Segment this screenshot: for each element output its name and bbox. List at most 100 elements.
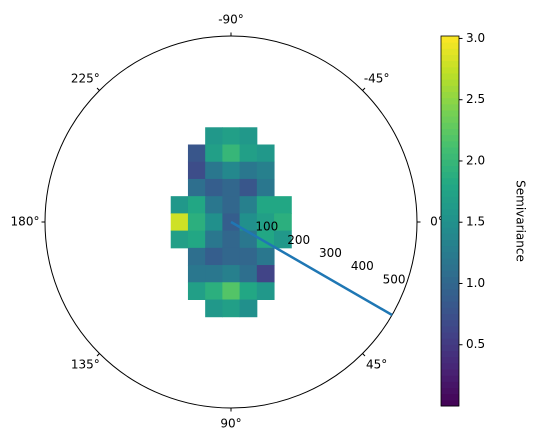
colorbar-segment <box>441 48 459 55</box>
contour-cell <box>222 178 241 197</box>
contour-cell <box>274 196 292 214</box>
theta-tick-label: 45° <box>366 357 387 371</box>
colorbar-segment <box>441 295 459 302</box>
colorbar-segment <box>441 319 459 327</box>
colorbar-segment <box>441 338 459 345</box>
colorbar-tick-label: 0.5 <box>466 337 485 351</box>
colorbar-segment <box>441 393 459 401</box>
contour-cell <box>222 282 241 300</box>
contour-cell <box>187 230 206 249</box>
contour-cell <box>187 161 206 180</box>
contour-cell <box>256 161 275 180</box>
r-tick-label: 200 <box>287 233 310 247</box>
colorbar-segment <box>441 362 459 370</box>
contour-cell <box>187 178 206 197</box>
colorbar-segment <box>441 54 459 62</box>
colorbar-segment <box>441 270 459 277</box>
contour-cell <box>239 299 258 318</box>
colorbar-tick-label: 3.0 <box>466 31 485 45</box>
contour-cell <box>205 247 223 266</box>
contour-cell <box>187 144 206 163</box>
contour-cell <box>222 265 241 283</box>
r-tick-label: 400 <box>351 259 374 273</box>
theta-tick-label: 90° <box>220 417 241 431</box>
colorbar-tick-label: 1.0 <box>466 276 485 290</box>
colorbar-segment <box>441 60 459 68</box>
contour-cell <box>222 247 241 266</box>
colorbar-segment <box>441 97 459 105</box>
colorbar-segment <box>441 313 459 321</box>
colorbar-segment <box>441 375 459 382</box>
contour-cell <box>239 282 258 300</box>
colorbar-segment <box>441 165 459 173</box>
contour-cell <box>187 213 206 232</box>
colorbar-segment <box>441 42 459 49</box>
colorbar-segment <box>441 73 459 80</box>
contour-cell <box>205 282 223 300</box>
colorbar-segment <box>441 122 459 129</box>
direction-line <box>230 220 393 317</box>
contour-cell <box>205 196 223 214</box>
contour-cell <box>205 213 223 232</box>
colorbar-segment <box>441 85 459 92</box>
colorbar-segment <box>441 233 459 240</box>
contour-cell <box>205 144 223 163</box>
colorbar-segment <box>441 128 459 136</box>
colorbar-segment <box>441 153 459 160</box>
theta-tick-label: 180° <box>11 215 40 229</box>
contour-cell <box>274 213 292 232</box>
theta-tick-label: 0° <box>430 215 444 229</box>
colorbar-segment <box>441 79 459 86</box>
r-tick-label: 500 <box>383 272 406 286</box>
colorbar-frame <box>440 35 460 407</box>
contour-cell <box>239 213 258 232</box>
colorbar-segment <box>441 245 459 253</box>
colorbar-tick-label: 1.5 <box>466 215 485 229</box>
colorbar-segment <box>441 66 459 74</box>
contour-cell <box>274 230 292 249</box>
contour-cell <box>256 178 275 197</box>
colorbar-segment <box>441 147 459 154</box>
colorbar-segment <box>441 307 459 314</box>
contour-cell <box>239 265 258 283</box>
contour-cell <box>205 161 223 180</box>
contour-cell <box>222 161 241 180</box>
colorbar-label: Semivariance <box>514 180 528 262</box>
contour-cell <box>170 230 189 249</box>
colorbar-segment <box>441 344 459 351</box>
theta-tick-label: 225° <box>71 72 100 86</box>
theta-tick <box>362 353 366 357</box>
contour-cell <box>205 299 223 318</box>
contour-cell <box>256 213 275 232</box>
colorbar-segment <box>441 208 459 216</box>
colorbar-segment <box>441 356 459 364</box>
theta-tick <box>96 87 100 91</box>
colorbar-segment <box>441 116 459 123</box>
theta-tick <box>96 353 100 357</box>
colorbar-segment <box>441 103 459 111</box>
colorbar-segment <box>441 251 459 259</box>
contour-cell <box>256 282 275 300</box>
theta-tick-label: 135° <box>71 357 100 371</box>
colorbar-segment <box>441 190 459 197</box>
theta-tick <box>362 87 366 91</box>
r-tick-label: 100 <box>255 220 278 234</box>
colorbar-segment <box>441 221 459 228</box>
contour-cell <box>187 282 206 300</box>
contour-cell <box>205 265 223 283</box>
contour-cell <box>239 247 258 266</box>
colorbar-segment <box>441 399 459 407</box>
theta-tick-label: -90° <box>218 13 244 27</box>
contour-cell <box>205 127 223 145</box>
contour-cell <box>222 230 241 249</box>
colorbar-segment <box>441 171 459 179</box>
colorbar-segment <box>441 110 459 117</box>
colorbar-segment <box>441 239 459 247</box>
colorbar-segment <box>441 301 459 308</box>
contour-cell <box>222 299 241 318</box>
colorbar-segment <box>441 387 459 395</box>
colorbar-segment <box>441 288 459 296</box>
contour-cell <box>170 213 189 232</box>
colorbar-segment <box>441 214 459 222</box>
